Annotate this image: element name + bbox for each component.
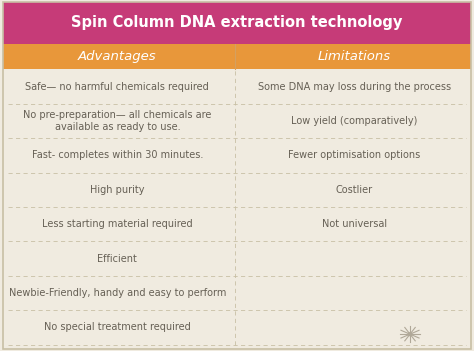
Bar [3, 138, 235, 173]
Circle shape [408, 333, 412, 336]
Text: Less starting material required: Less starting material required [42, 219, 192, 229]
Text: Safe— no harmful chemicals required: Safe— no harmful chemicals required [26, 82, 209, 92]
Bar [3, 207, 235, 241]
Text: No special treatment required: No special treatment required [44, 323, 191, 332]
Bar [235, 310, 471, 345]
Bar [3, 241, 235, 276]
Bar [3, 2, 471, 44]
Bar [235, 173, 471, 207]
Text: No pre-preparation— all chemicals are
available as ready to use.: No pre-preparation— all chemicals are av… [23, 110, 211, 132]
Bar [3, 276, 235, 310]
Text: High purity: High purity [90, 185, 145, 195]
Text: Advantages: Advantages [78, 50, 156, 63]
Text: Costlier: Costlier [336, 185, 373, 195]
Bar [235, 104, 471, 138]
Bar [235, 207, 471, 241]
Bar [235, 241, 471, 276]
Bar [235, 69, 471, 104]
Text: Newbie-Friendly, handy and easy to perform: Newbie-Friendly, handy and easy to perfo… [9, 288, 226, 298]
Bar [235, 138, 471, 173]
Bar [3, 69, 235, 104]
Bar [3, 104, 235, 138]
Text: Low yield (comparatively): Low yield (comparatively) [291, 116, 418, 126]
Text: Efficient: Efficient [97, 254, 137, 264]
Bar [3, 310, 235, 345]
Bar [3, 44, 471, 69]
Text: Limitations: Limitations [318, 50, 391, 63]
Bar [235, 276, 471, 310]
Text: Spin Column DNA extraction technology: Spin Column DNA extraction technology [71, 15, 403, 30]
Bar [3, 173, 235, 207]
Text: Fast- completes within 30 minutes.: Fast- completes within 30 minutes. [32, 151, 203, 160]
Text: Some DNA may loss during the process: Some DNA may loss during the process [258, 82, 451, 92]
Text: Not universal: Not universal [322, 219, 387, 229]
Text: Fewer optimisation options: Fewer optimisation options [288, 151, 420, 160]
